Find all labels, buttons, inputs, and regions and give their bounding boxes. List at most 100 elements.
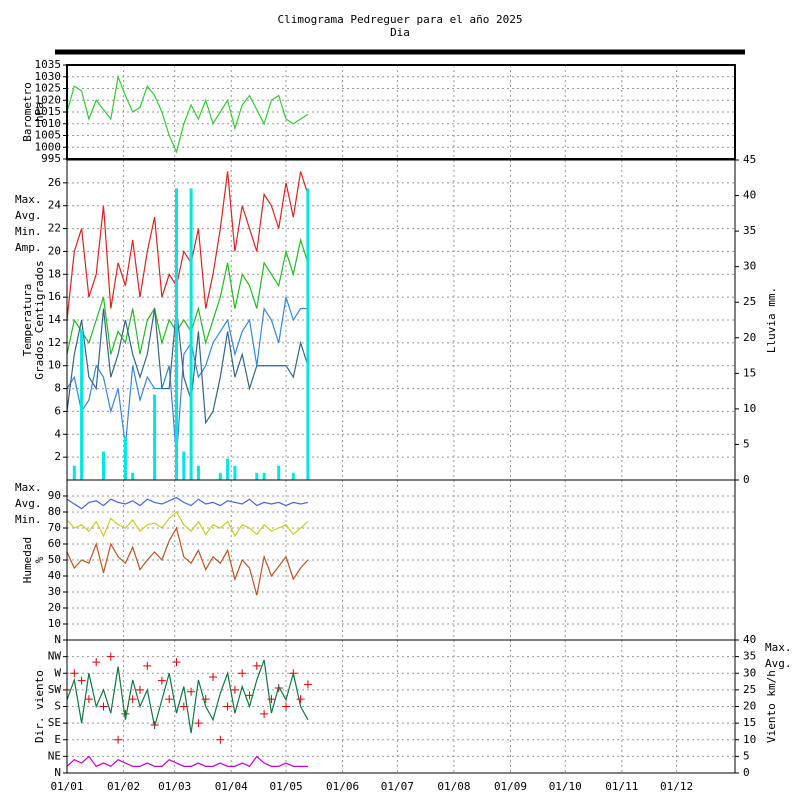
rain-bar [189,188,193,480]
wind-dir-point [230,685,239,694]
rain-bar [182,451,186,480]
y2-tick-label: 40 [743,633,756,646]
y2-tick-label: 10 [743,733,756,746]
wind-dir-point [194,719,203,728]
y2-tick-label: 15 [743,716,756,729]
y-tick-label: 10 [48,359,61,372]
y-tick-label: NW [48,650,62,663]
x-tick-label: 01/01 [50,780,83,793]
wind-dir-point [282,702,291,711]
y-tick-label: NE [48,749,61,762]
y-tick-label: 40 [48,569,61,582]
wind-dir-point [92,658,101,667]
wind-dir-point [303,680,312,689]
x-tick-label: 01/10 [549,780,582,793]
line-series [66,496,309,510]
y-tick-label: 6 [54,404,61,417]
y-tick-label: 10 [48,617,61,630]
wind-dir-point [216,735,225,744]
y-tick-label: 995 [41,152,61,165]
wind-dir-point [99,702,108,711]
y2-tick-label: 0 [743,473,750,486]
chart-title: Climograma Pedreguer para el año 2025 [277,13,522,26]
wind-dir-point [165,695,174,704]
panel-frame [66,639,736,774]
y-tick-label: 18 [48,267,61,280]
wind-dir-point [70,669,79,678]
y2-tick-label: 20 [743,700,756,713]
rain-bar [291,472,295,480]
y-tick-label: 14 [48,313,62,326]
x-tick-label: 01/12 [660,780,693,793]
x-tick-label: 01/07 [381,780,414,793]
y-tick-label: 26 [48,176,61,189]
y-tick-label: N [54,766,61,779]
y-tick-label: 30 [48,585,61,598]
y-tick-label: W [54,666,61,679]
y-tick-label: 20 [48,244,61,257]
y2-tick-label: 40 [743,189,756,202]
wind-dir-point [209,672,218,681]
y-axis-title: Temperatura [21,284,34,357]
y2-tick-label: 30 [743,666,756,679]
y-tick-label: SE [48,716,61,729]
x-tick-label: 01/05 [269,780,302,793]
x-tick-label: 01/08 [437,780,470,793]
y-tick-label: 1035 [35,58,62,71]
line-series [66,74,309,154]
rain-bar [175,188,179,480]
y-tick-label: 22 [48,222,61,235]
wind-dir-point [296,695,305,704]
x-tick-label: 01/11 [605,780,638,793]
wind-dir-point [223,702,232,711]
y2-axis-title: Viento km/h [765,670,778,743]
wind-dir-point [136,685,145,694]
x-tick-label: 01/06 [326,780,359,793]
y-tick-label: 1025 [35,82,62,95]
y2-tick-label: 0 [743,766,750,779]
y2-tick-label: 20 [743,331,756,344]
y-tick-label: 60 [48,537,61,550]
chart-subtitle: Dia [390,26,410,39]
rain-bar [226,458,230,480]
legend-entry: Max. [15,481,42,494]
y-tick-label: E [54,733,61,746]
legend-entry: Amp. [15,241,42,254]
y-tick-label: SW [48,683,62,696]
legend-entry: Min. [15,225,42,238]
wind-dir-point [157,676,166,685]
x-tick-label: 01/09 [494,780,527,793]
line-series [66,171,309,321]
wind-dir-point [143,661,152,670]
rain-bar [131,472,135,480]
wind-dir-point [172,658,181,667]
line-series [66,659,309,734]
y-tick-label: 1005 [35,129,62,142]
legend-entry: Max. [765,641,792,654]
x-tick-label: 01/02 [107,780,140,793]
y2-tick-label: 10 [743,402,756,415]
y-tick-label: 20 [48,601,61,614]
rain-bar [262,472,266,480]
y-tick-label: 70 [48,521,61,534]
line-series [66,755,308,768]
y-tick-label: 80 [48,505,61,518]
y2-tick-label: 35 [743,650,756,663]
y2-tick-label: 30 [743,260,756,273]
wind-dir-point [187,687,196,696]
rain-bar [80,330,84,480]
y-tick-label: 2 [54,450,61,463]
rain-bar [233,465,237,480]
rain-bar [218,472,222,480]
line-series [66,237,309,355]
y2-tick-label: 25 [743,295,756,308]
rain-bar [277,465,281,480]
line-series [66,511,309,538]
x-tick-label: 01/03 [158,780,191,793]
legend-entry: Avg. [15,209,42,222]
y-tick-label: 1010 [35,117,62,130]
y-axis-title: % [33,556,46,563]
